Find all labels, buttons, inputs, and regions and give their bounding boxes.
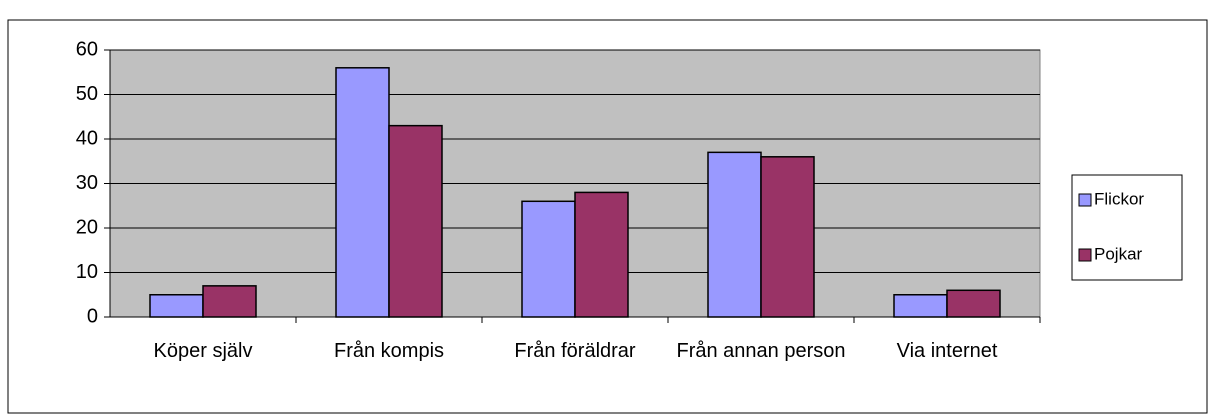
legend-swatch bbox=[1078, 248, 1092, 262]
y-tick-label: 20 bbox=[76, 216, 98, 238]
bar bbox=[202, 285, 257, 318]
legend-box bbox=[1071, 174, 1183, 281]
y-tick-label: 0 bbox=[87, 305, 98, 327]
bar bbox=[893, 294, 948, 318]
legend-label: Flickor bbox=[1094, 189, 1144, 208]
x-tick-label: Från föräldrar bbox=[514, 340, 636, 362]
legend-label: Pojkar bbox=[1094, 244, 1143, 263]
legend-swatch bbox=[1078, 193, 1092, 207]
bar bbox=[335, 67, 390, 318]
bar bbox=[707, 151, 762, 318]
x-tick-label: Via internet bbox=[896, 340, 998, 362]
x-tick-label: Från kompis bbox=[333, 340, 445, 362]
bar bbox=[388, 124, 443, 318]
y-tick-label: 40 bbox=[76, 127, 98, 149]
bar bbox=[574, 191, 629, 318]
y-tick-label: 50 bbox=[76, 83, 98, 105]
bar bbox=[149, 294, 204, 318]
y-tick-label: 60 bbox=[76, 38, 98, 60]
bar bbox=[760, 156, 815, 318]
y-tick-label: 30 bbox=[76, 172, 98, 194]
bar bbox=[521, 200, 576, 318]
bar bbox=[946, 289, 1001, 318]
x-tick-label: Från annan person bbox=[676, 340, 846, 362]
x-tick-label: Köper själv bbox=[153, 340, 253, 362]
y-tick-label: 10 bbox=[76, 261, 98, 283]
